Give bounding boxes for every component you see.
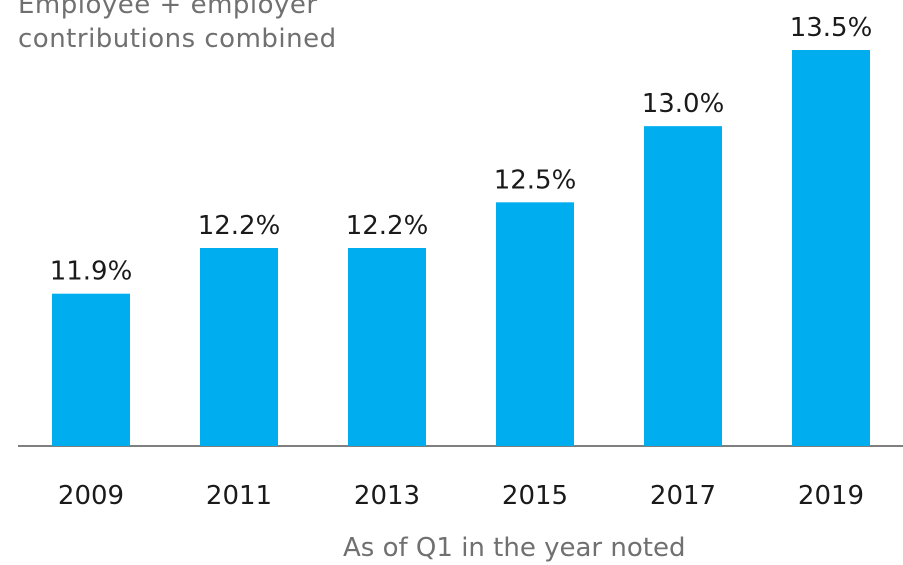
x-axis-caption: As of Q1 in the year noted	[343, 533, 686, 563]
x-tick-label-2013: 2013	[354, 481, 420, 511]
data-label-2009: 11.9%	[50, 257, 133, 287]
bar-2011	[200, 248, 278, 446]
chart-subtitle: Employee + employer contributions combin…	[18, 0, 337, 56]
data-label-2015: 12.5%	[494, 165, 577, 195]
data-label-2017: 13.0%	[642, 89, 725, 119]
data-label-2013: 12.2%	[346, 211, 429, 241]
x-tick-label-2019: 2019	[798, 481, 864, 511]
x-tick-label-2011: 2011	[206, 481, 272, 511]
data-label-2019: 13.5%	[790, 13, 873, 43]
bar-2019	[792, 50, 870, 446]
bar-2015	[496, 202, 574, 446]
data-label-2011: 12.2%	[198, 211, 281, 241]
x-tick-label-2017: 2017	[650, 481, 716, 511]
x-tick-label-2015: 2015	[502, 481, 568, 511]
subtitle-line-1: Employee + employer	[18, 0, 318, 20]
bar-2017	[644, 126, 722, 447]
subtitle-line-2: contributions combined	[18, 24, 337, 54]
x-tick-label-2009: 2009	[58, 481, 124, 511]
bar-2009	[52, 293, 130, 446]
bar-2013	[348, 248, 426, 446]
